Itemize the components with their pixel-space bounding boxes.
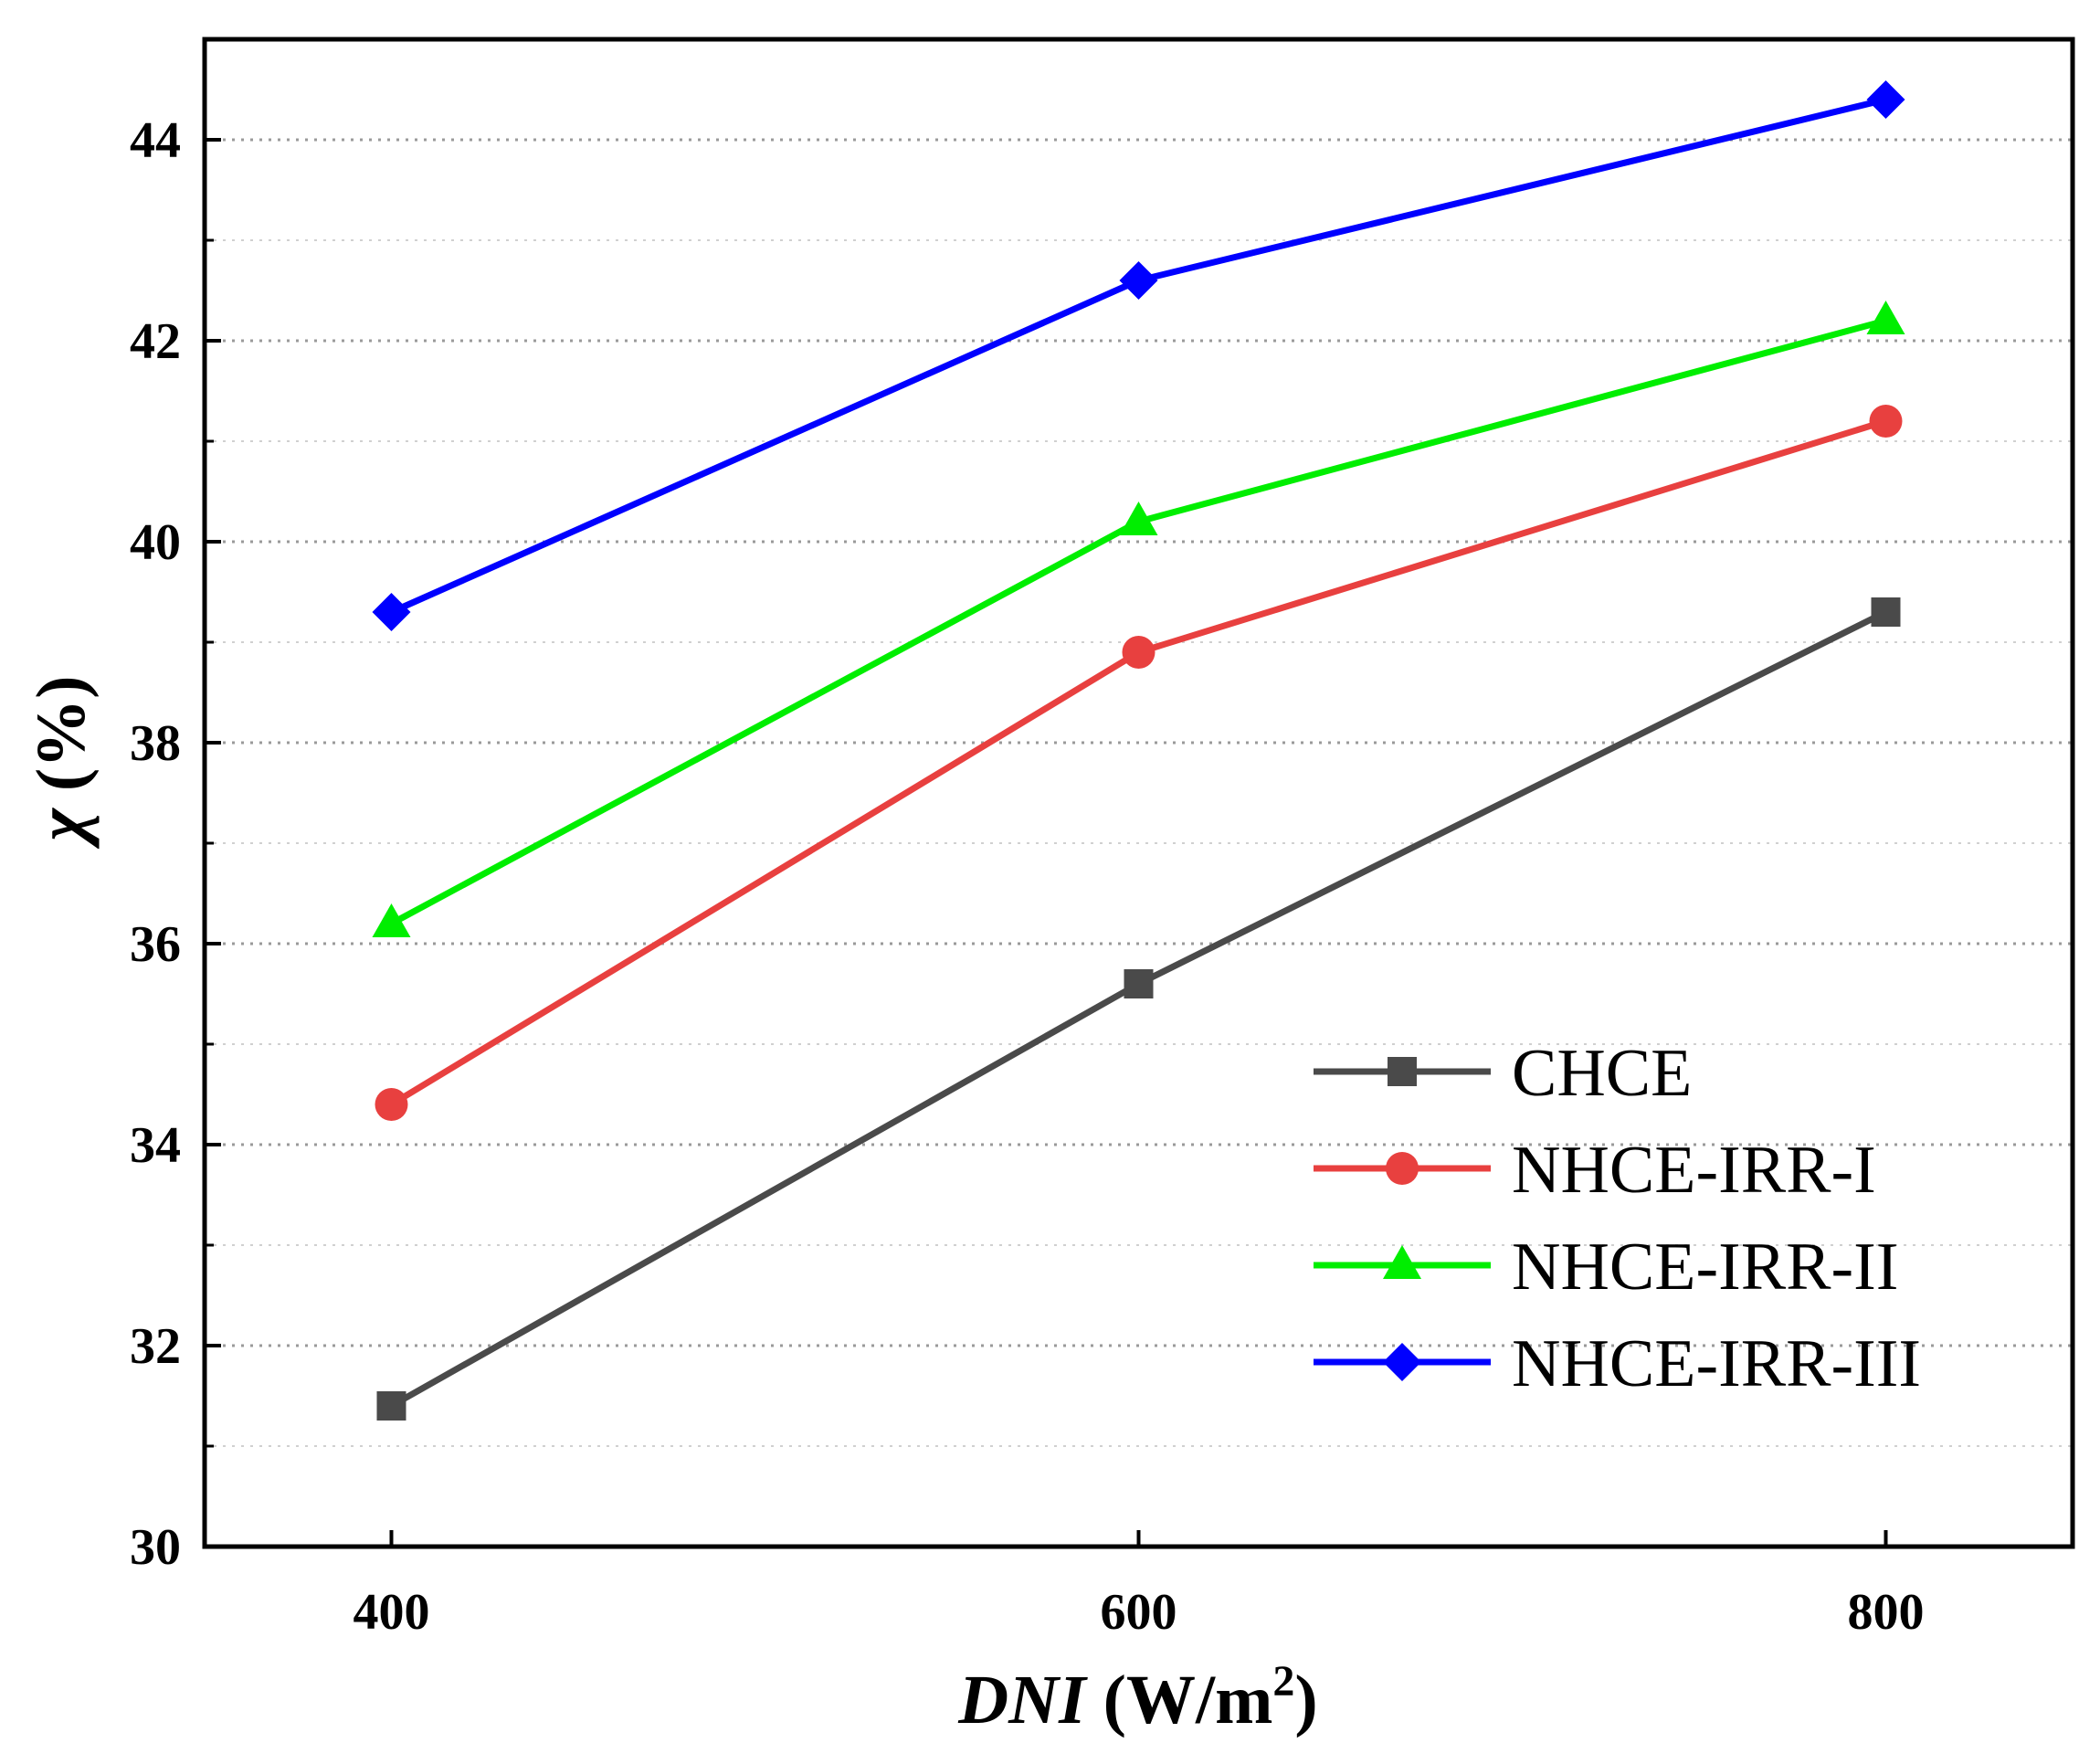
legend-label: NHCE-IRR-I: [1512, 1133, 1876, 1208]
legend-item: NHCE-IRR-III: [1314, 1326, 1921, 1401]
data-point: [1122, 636, 1156, 669]
legend-marker: [1386, 1152, 1419, 1185]
series-layer: [372, 80, 1905, 1421]
legend-marker: [1383, 1245, 1421, 1279]
x-axis-title-superscript: 2: [1272, 1657, 1294, 1706]
legend-item: NHCE-IRR-II: [1314, 1230, 1898, 1305]
y-tick-label: 34: [130, 1117, 181, 1174]
data-point: [1119, 261, 1158, 300]
legend-marker: [1388, 1057, 1417, 1086]
series-nhce-irr-ii: [372, 301, 1905, 937]
legend-item: CHCE: [1314, 1036, 1692, 1111]
series-chce: [376, 597, 1901, 1421]
y-tick-label: 30: [130, 1519, 181, 1576]
y-tick-label: 36: [130, 916, 181, 973]
x-axis-title: DNI (W/m2): [957, 1657, 1317, 1738]
data-point: [372, 903, 411, 937]
tick-labels: 30 32 34 36 38 40 42 44 400 600 800: [130, 112, 1925, 1641]
y-tick-label: 44: [130, 112, 181, 169]
legend-item: NHCE-IRR-I: [1314, 1133, 1876, 1208]
x-axis-title-close: ): [1294, 1662, 1317, 1738]
data-point: [1124, 969, 1154, 998]
legend-label: NHCE-IRR-II: [1512, 1230, 1898, 1305]
data-point: [372, 593, 411, 631]
legend: CHCE NHCE-IRR-I NHCE-IRR-II NHCE-IRR-III: [1314, 1036, 1921, 1401]
data-point: [1869, 405, 1903, 438]
y-tick-label: 40: [130, 514, 181, 571]
data-point: [375, 1088, 408, 1121]
series-line: [389, 317, 1887, 927]
y-tick-label: 32: [130, 1318, 181, 1375]
x-axis-title-italic: DNI: [957, 1662, 1088, 1738]
series-nhce-irr-iii: [372, 80, 1905, 631]
legend-marker: [1383, 1343, 1421, 1381]
legend-label: NHCE-IRR-III: [1512, 1326, 1921, 1401]
y-axis-title-units: (%): [23, 676, 100, 809]
axis-ticks: [205, 138, 1888, 1548]
x-tick-label: 400: [354, 1584, 430, 1641]
data-point: [1119, 502, 1158, 535]
y-axis-title-symbol: χ: [23, 807, 100, 849]
data-point: [1866, 80, 1905, 119]
series-nhce-irr-i: [375, 405, 1903, 1121]
data-point: [376, 1391, 406, 1421]
x-axis-title-units: (W/m: [1086, 1662, 1273, 1738]
legend-label: CHCE: [1512, 1036, 1692, 1111]
x-tick-label: 800: [1848, 1584, 1925, 1641]
data-point: [1871, 597, 1901, 627]
grid-lines: [205, 138, 2073, 1447]
y-axis-title: χ (%): [23, 676, 100, 850]
data-point: [1866, 301, 1905, 334]
y-tick-label: 38: [130, 715, 181, 772]
y-tick-label: 42: [130, 313, 181, 370]
x-tick-label: 600: [1101, 1584, 1177, 1641]
